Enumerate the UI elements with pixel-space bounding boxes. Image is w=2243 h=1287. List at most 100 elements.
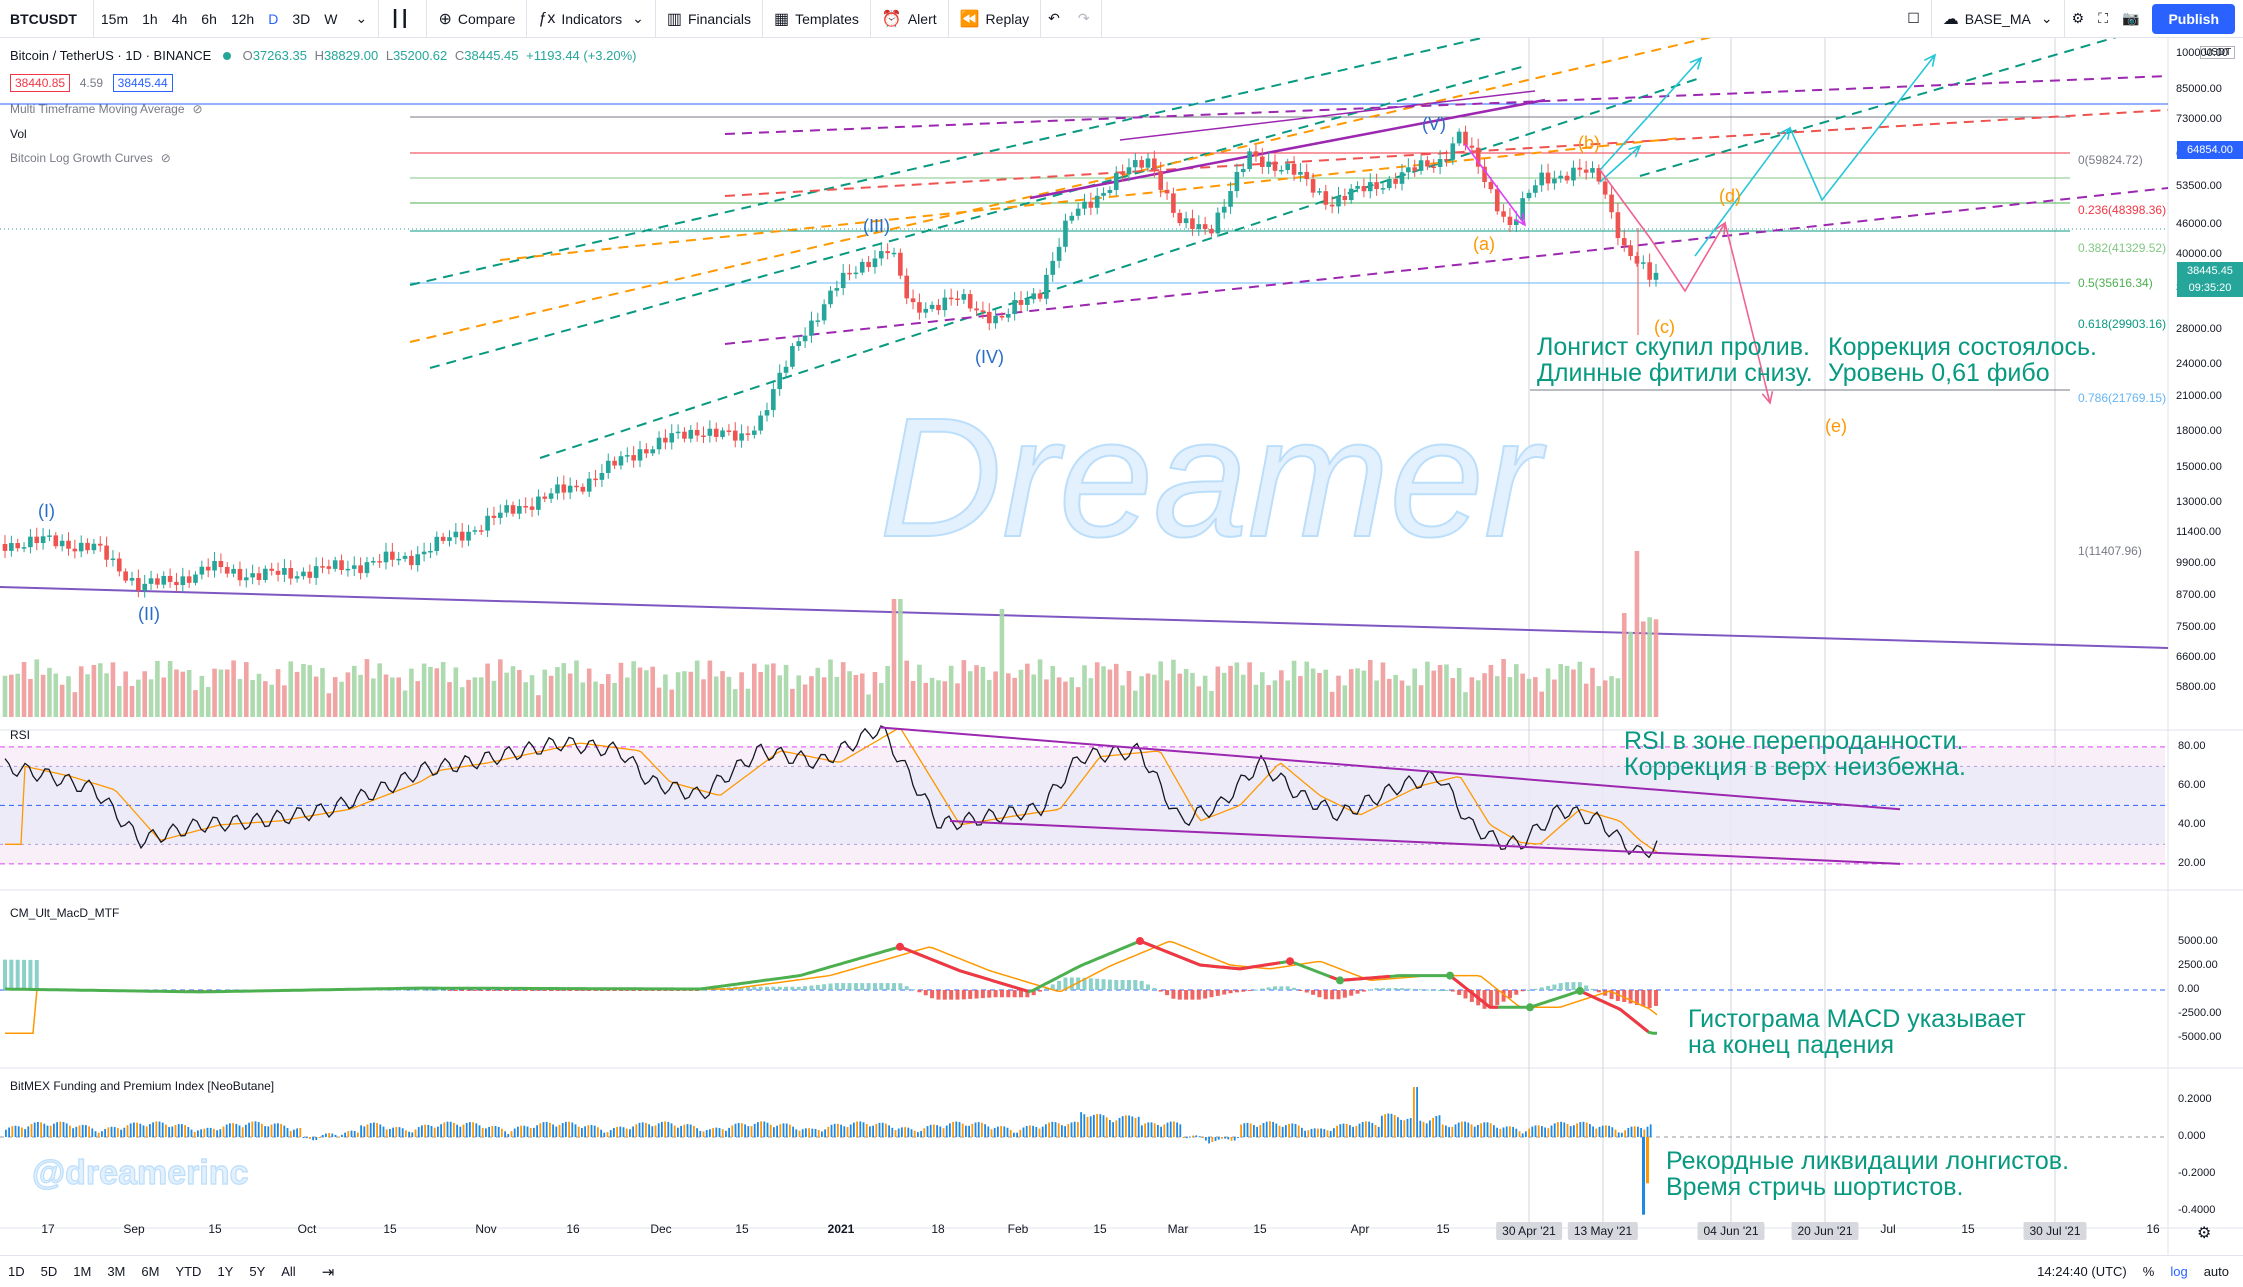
funding-bar (657, 1123, 660, 1137)
volume-bar (1088, 678, 1094, 717)
replay-button[interactable]: ⏪ Replay (949, 0, 1042, 38)
indicator-legend-vol[interactable]: Vol (10, 127, 27, 141)
buy-price-button[interactable]: 38445.44 (112, 74, 173, 92)
indicators-button[interactable]: ƒx Indicators ⌄ (527, 0, 656, 38)
macd-histogram-bar (1146, 984, 1150, 990)
funding-bar (1083, 1114, 1086, 1137)
indicator-legend-log-growth[interactable]: Bitcoin Log Growth Curves ⊘ (10, 151, 171, 165)
range-1y[interactable]: 1Y (217, 1264, 234, 1279)
funding-bar (808, 1128, 810, 1137)
clock-time[interactable]: 14:24:40 (UTC) (2037, 1264, 2127, 1279)
interval-1d[interactable]: D (268, 10, 279, 27)
interval-6h[interactable]: 6h (201, 10, 217, 27)
eye-off-icon[interactable]: ⊘ (192, 102, 203, 116)
range-ytd[interactable]: YTD (175, 1264, 202, 1279)
funding-bar (693, 1125, 695, 1137)
indicator-legend-mtf-ma[interactable]: Multi Timeframe Moving Average ⊘ (10, 102, 203, 116)
symbol-search-button[interactable]: BTCUSDT (0, 0, 94, 38)
funding-bar (5, 1129, 7, 1137)
settings-button[interactable]: ⚙ (2065, 0, 2092, 38)
snapshot-button[interactable]: 📷 (2115, 0, 2146, 38)
goto-date-icon[interactable]: ⇥ (321, 1263, 335, 1281)
legend-close: 38445.45 (464, 48, 519, 63)
percent-toggle[interactable]: % (2142, 1264, 2155, 1279)
range-all[interactable]: All (281, 1264, 296, 1279)
templates-button[interactable]: ▦ Templates (763, 0, 871, 38)
cloud-icon: ☁ (1942, 10, 1959, 28)
funding-bar (389, 1128, 391, 1137)
chart-area[interactable]: Dreamer @dreamerinc Bitcoin / TetherUS ·… (0, 21, 2243, 1255)
funding-bar (1265, 1121, 1268, 1137)
volume-bar (1533, 677, 1538, 717)
funding-bar (491, 1126, 494, 1137)
funding-bar (536, 1125, 538, 1137)
funding-bar (1067, 1124, 1070, 1137)
fullscreen-button[interactable]: ⛶ (2091, 0, 2115, 38)
volume-bar (745, 688, 751, 717)
publish-button[interactable]: Publish (2152, 3, 2235, 34)
candle-body (1380, 188, 1386, 190)
chart-type-button[interactable]: ┃┃ (379, 0, 428, 38)
candle-body (796, 341, 802, 347)
macd-pane-title[interactable]: CM_Ult_MacD_MTF (10, 906, 120, 920)
funding-pane-title[interactable]: BitMEX Funding and Premium Index [NeoBut… (10, 1079, 275, 1093)
funding-bar (443, 1122, 446, 1137)
layout-button[interactable]: ☐ (1896, 0, 1932, 38)
layout-name-button[interactable]: ☁ BASE_MA ⌄ (1932, 0, 2065, 38)
interval-3d[interactable]: 3D (292, 10, 311, 27)
funding-bar (581, 1127, 583, 1137)
volume-bar (434, 668, 440, 717)
range-1d[interactable]: 1D (8, 1264, 25, 1279)
candle-body (97, 543, 103, 546)
funding-bar (1278, 1125, 1281, 1137)
volume-bar (1602, 680, 1608, 717)
chart-canvas[interactable]: Dreamer @dreamerinc (0, 21, 2243, 1255)
funding-bar (200, 1129, 202, 1137)
auto-toggle[interactable]: auto (2203, 1264, 2229, 1279)
funding-bar (939, 1126, 942, 1137)
interval-dropdown-button[interactable]: ⌄ (344, 0, 380, 38)
macd-axis-label: 0.00 (2178, 983, 2200, 995)
volume-bar (498, 659, 503, 717)
range-5d[interactable]: 5D (40, 1264, 58, 1279)
interval-1h[interactable]: 1h (142, 10, 158, 27)
funding-bar (821, 1131, 823, 1137)
redo-button[interactable]: ↷ (1067, 0, 1102, 38)
currency-label[interactable]: USDT (2200, 46, 2236, 59)
funding-bar (1144, 1123, 1146, 1137)
range-3m[interactable]: 3M (107, 1264, 126, 1279)
volume-bar (859, 673, 865, 717)
volume-bar (1494, 676, 1500, 717)
range-6m[interactable]: 6M (141, 1264, 160, 1279)
financials-button[interactable]: ▥ Financials (656, 0, 763, 38)
range-1m[interactable]: 1M (73, 1264, 92, 1279)
candle-body (117, 558, 122, 572)
volume-bar (1285, 680, 1290, 717)
interval-15m[interactable]: 15m (100, 10, 129, 27)
compare-button[interactable]: ⊕ Compare (427, 0, 528, 38)
interval-12h[interactable]: 12h (230, 10, 255, 27)
interval-4h[interactable]: 4h (171, 10, 188, 27)
log-toggle[interactable]: log (2170, 1264, 2188, 1279)
macd-histogram-bar (1292, 987, 1297, 990)
legend-low: 35200.62 (393, 48, 448, 63)
eye-off-icon[interactable]: ⊘ (160, 151, 171, 165)
funding-bar (990, 1129, 993, 1137)
funding-bar (1413, 1087, 1415, 1137)
sell-price-button[interactable]: 38440.85 (10, 74, 71, 92)
alert-button[interactable]: ⏰ Alert (871, 0, 949, 38)
range-5y[interactable]: 5Y (249, 1264, 266, 1279)
price-axis-label: 5800.00 (2176, 681, 2216, 693)
top-toolbar: BTCUSDT 15m 1h 4h 6h 12h D 3D W ⌄ ┃┃ ⊕ Co… (0, 0, 2243, 38)
funding-bar (1045, 1124, 1047, 1137)
funding-bar (926, 1126, 929, 1137)
undo-button[interactable]: ↶ (1041, 0, 1067, 38)
candle-body (599, 473, 605, 480)
funding-bar (1336, 1125, 1338, 1137)
gear-icon[interactable]: ⚙ (2197, 1225, 2212, 1242)
price-axis-label: 85000.00 (2176, 83, 2222, 95)
funding-bar (225, 1124, 228, 1137)
interval-1w[interactable]: W (324, 10, 338, 27)
funding-bar (1211, 1137, 1214, 1143)
rsi-pane-title[interactable]: RSI (10, 728, 31, 742)
